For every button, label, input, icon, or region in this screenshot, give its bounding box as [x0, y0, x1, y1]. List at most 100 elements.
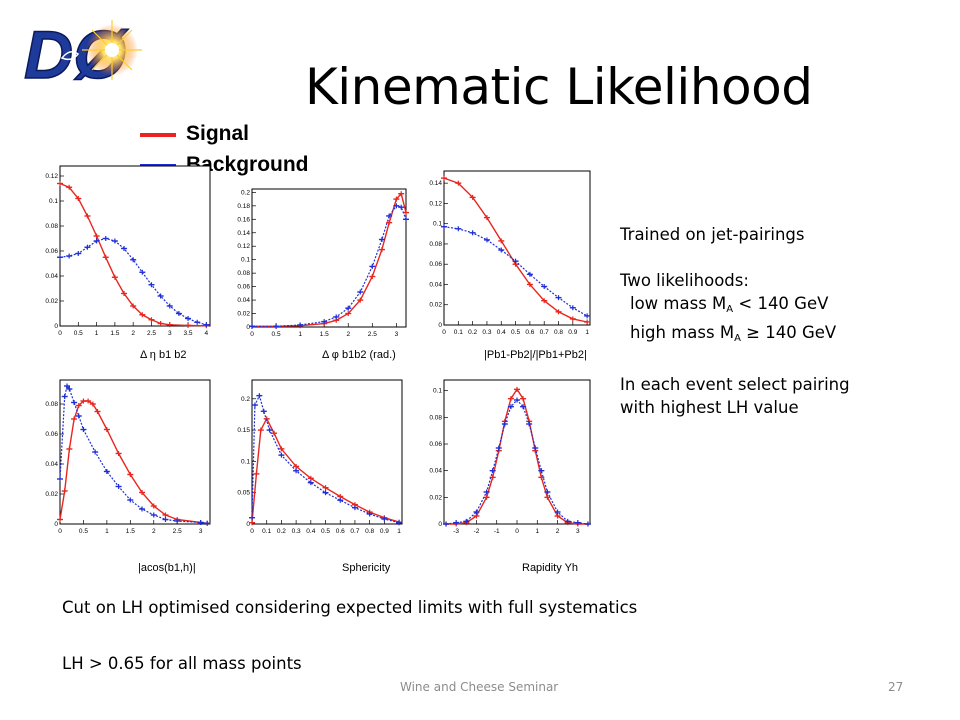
- background-point: [469, 230, 476, 236]
- signal-point: [150, 503, 157, 509]
- background-point: [512, 258, 519, 264]
- y-tick-label: 0.02: [429, 302, 442, 309]
- x-tick-label: 0.9: [380, 528, 389, 535]
- background-point: [57, 254, 63, 260]
- signal-point: [507, 396, 514, 402]
- x-tick-label: 2: [152, 528, 156, 535]
- background-point: [396, 520, 403, 526]
- background-point: [337, 497, 344, 503]
- x-tick-label: 0.5: [272, 331, 281, 338]
- signal-point: [357, 297, 364, 303]
- slide-title: Kinematic Likelihood: [305, 58, 813, 116]
- x-tick-label: 1: [535, 528, 539, 535]
- signal-point: [57, 181, 63, 186]
- signal-point: [61, 488, 68, 494]
- y-tick-label: 0: [438, 521, 442, 528]
- signal-point: [84, 213, 91, 219]
- y-tick-label: 0.06: [237, 284, 250, 291]
- background-point: [369, 263, 376, 269]
- background-point: [174, 518, 181, 524]
- background-point: [64, 383, 71, 389]
- x-tick-label: 1: [105, 528, 109, 535]
- x-tick-label: 0: [250, 528, 254, 535]
- background-point: [333, 314, 340, 320]
- plot-svg: 0 0.02 0.04 0.06 0.08 0.1 -3 -2 -1 0 1 2 3: [429, 379, 591, 535]
- background-point: [584, 521, 591, 527]
- note-select-line2: with highest LH value: [620, 398, 799, 417]
- signal-point: [66, 446, 73, 452]
- signal-point: [520, 396, 527, 402]
- background-point: [293, 468, 300, 474]
- background-point: [92, 449, 99, 455]
- background-point: [473, 509, 480, 515]
- background-point: [526, 421, 533, 427]
- y-tick-label: 0.08: [45, 401, 58, 408]
- signal-point: [403, 210, 409, 216]
- background-point: [266, 427, 273, 433]
- background-point: [555, 295, 562, 301]
- y-tick-label: 0.02: [45, 491, 58, 498]
- signal-point: [514, 386, 520, 392]
- background-point: [102, 236, 109, 241]
- background-point: [185, 316, 192, 321]
- signal-point: [185, 322, 192, 328]
- background-point: [498, 247, 505, 253]
- background-point: [345, 305, 352, 311]
- background-point: [75, 413, 82, 419]
- x-tick-label: 0: [58, 330, 62, 337]
- y-tick-label: 0: [54, 521, 58, 528]
- signal-point: [249, 520, 255, 526]
- signal-point: [115, 451, 122, 456]
- plot-svg: 0 0.02 0.04 0.06 0.08 0 0.5 1 1.5 2 2.5 3: [45, 379, 211, 535]
- xlabel-rapidity: Rapidity Yh: [522, 562, 579, 574]
- y-tick-label: 0.1: [241, 257, 250, 264]
- background-point: [162, 517, 169, 522]
- y-tick-label: 0.06: [429, 261, 442, 268]
- signal-point: [555, 309, 562, 315]
- signal-point: [148, 317, 155, 323]
- signal-point: [483, 215, 490, 221]
- y-tick-label: 0.1: [241, 458, 250, 465]
- y-tick-label: 0.08: [429, 414, 442, 421]
- y-tick-label: 0.08: [45, 223, 58, 230]
- x-tick-label: 0.3: [292, 528, 301, 535]
- y-tick-label: 0.18: [237, 203, 250, 210]
- background-point: [278, 452, 285, 458]
- x-tick-label: 0: [250, 331, 254, 338]
- background-point: [66, 386, 73, 392]
- background-point: [507, 404, 514, 410]
- signal-point: [293, 463, 300, 469]
- x-tick-label: 0: [442, 329, 446, 336]
- signal-point: [130, 303, 137, 309]
- background-curve: [59, 384, 208, 524]
- background-curve: [251, 394, 400, 524]
- x-tick-label: 1: [397, 528, 401, 535]
- signal-point: [85, 398, 92, 404]
- signal-point: [345, 311, 352, 317]
- signal-point: [89, 401, 96, 407]
- signal-point: [102, 254, 109, 260]
- background-point: [322, 490, 329, 496]
- plot-acos-b1-h: 0 0.02 0.04 0.06 0.08 0 0.5 1 1.5 2 2.5 3: [38, 374, 214, 540]
- note-trained: Trained on jet-pairings: [620, 225, 805, 244]
- x-tick-label: 0.7: [350, 528, 359, 535]
- y-tick-label: 0: [54, 323, 58, 330]
- note-two-likelihoods: Two likelihoods:: [620, 271, 749, 290]
- x-tick-label: 1.5: [320, 331, 329, 338]
- x-tick-label: 3: [576, 528, 580, 535]
- x-tick-label: 3.5: [184, 330, 193, 337]
- background-point: [443, 521, 450, 527]
- x-tick-label: 0.4: [497, 329, 506, 336]
- xlabel-sphericity: Sphericity: [342, 562, 391, 574]
- background-point: [455, 226, 462, 232]
- y-tick-label: 0.12: [429, 200, 442, 207]
- y-tick-label: 0.08: [429, 241, 442, 248]
- x-tick-label: 0.5: [74, 330, 83, 337]
- x-tick-label: -2: [474, 528, 480, 535]
- background-point: [93, 238, 100, 244]
- background-point: [80, 427, 87, 432]
- y-tick-label: 0.1: [433, 221, 442, 228]
- signal-point: [307, 475, 314, 481]
- x-tick-label: 3: [199, 528, 203, 535]
- y-tick-label: 0.12: [237, 243, 250, 250]
